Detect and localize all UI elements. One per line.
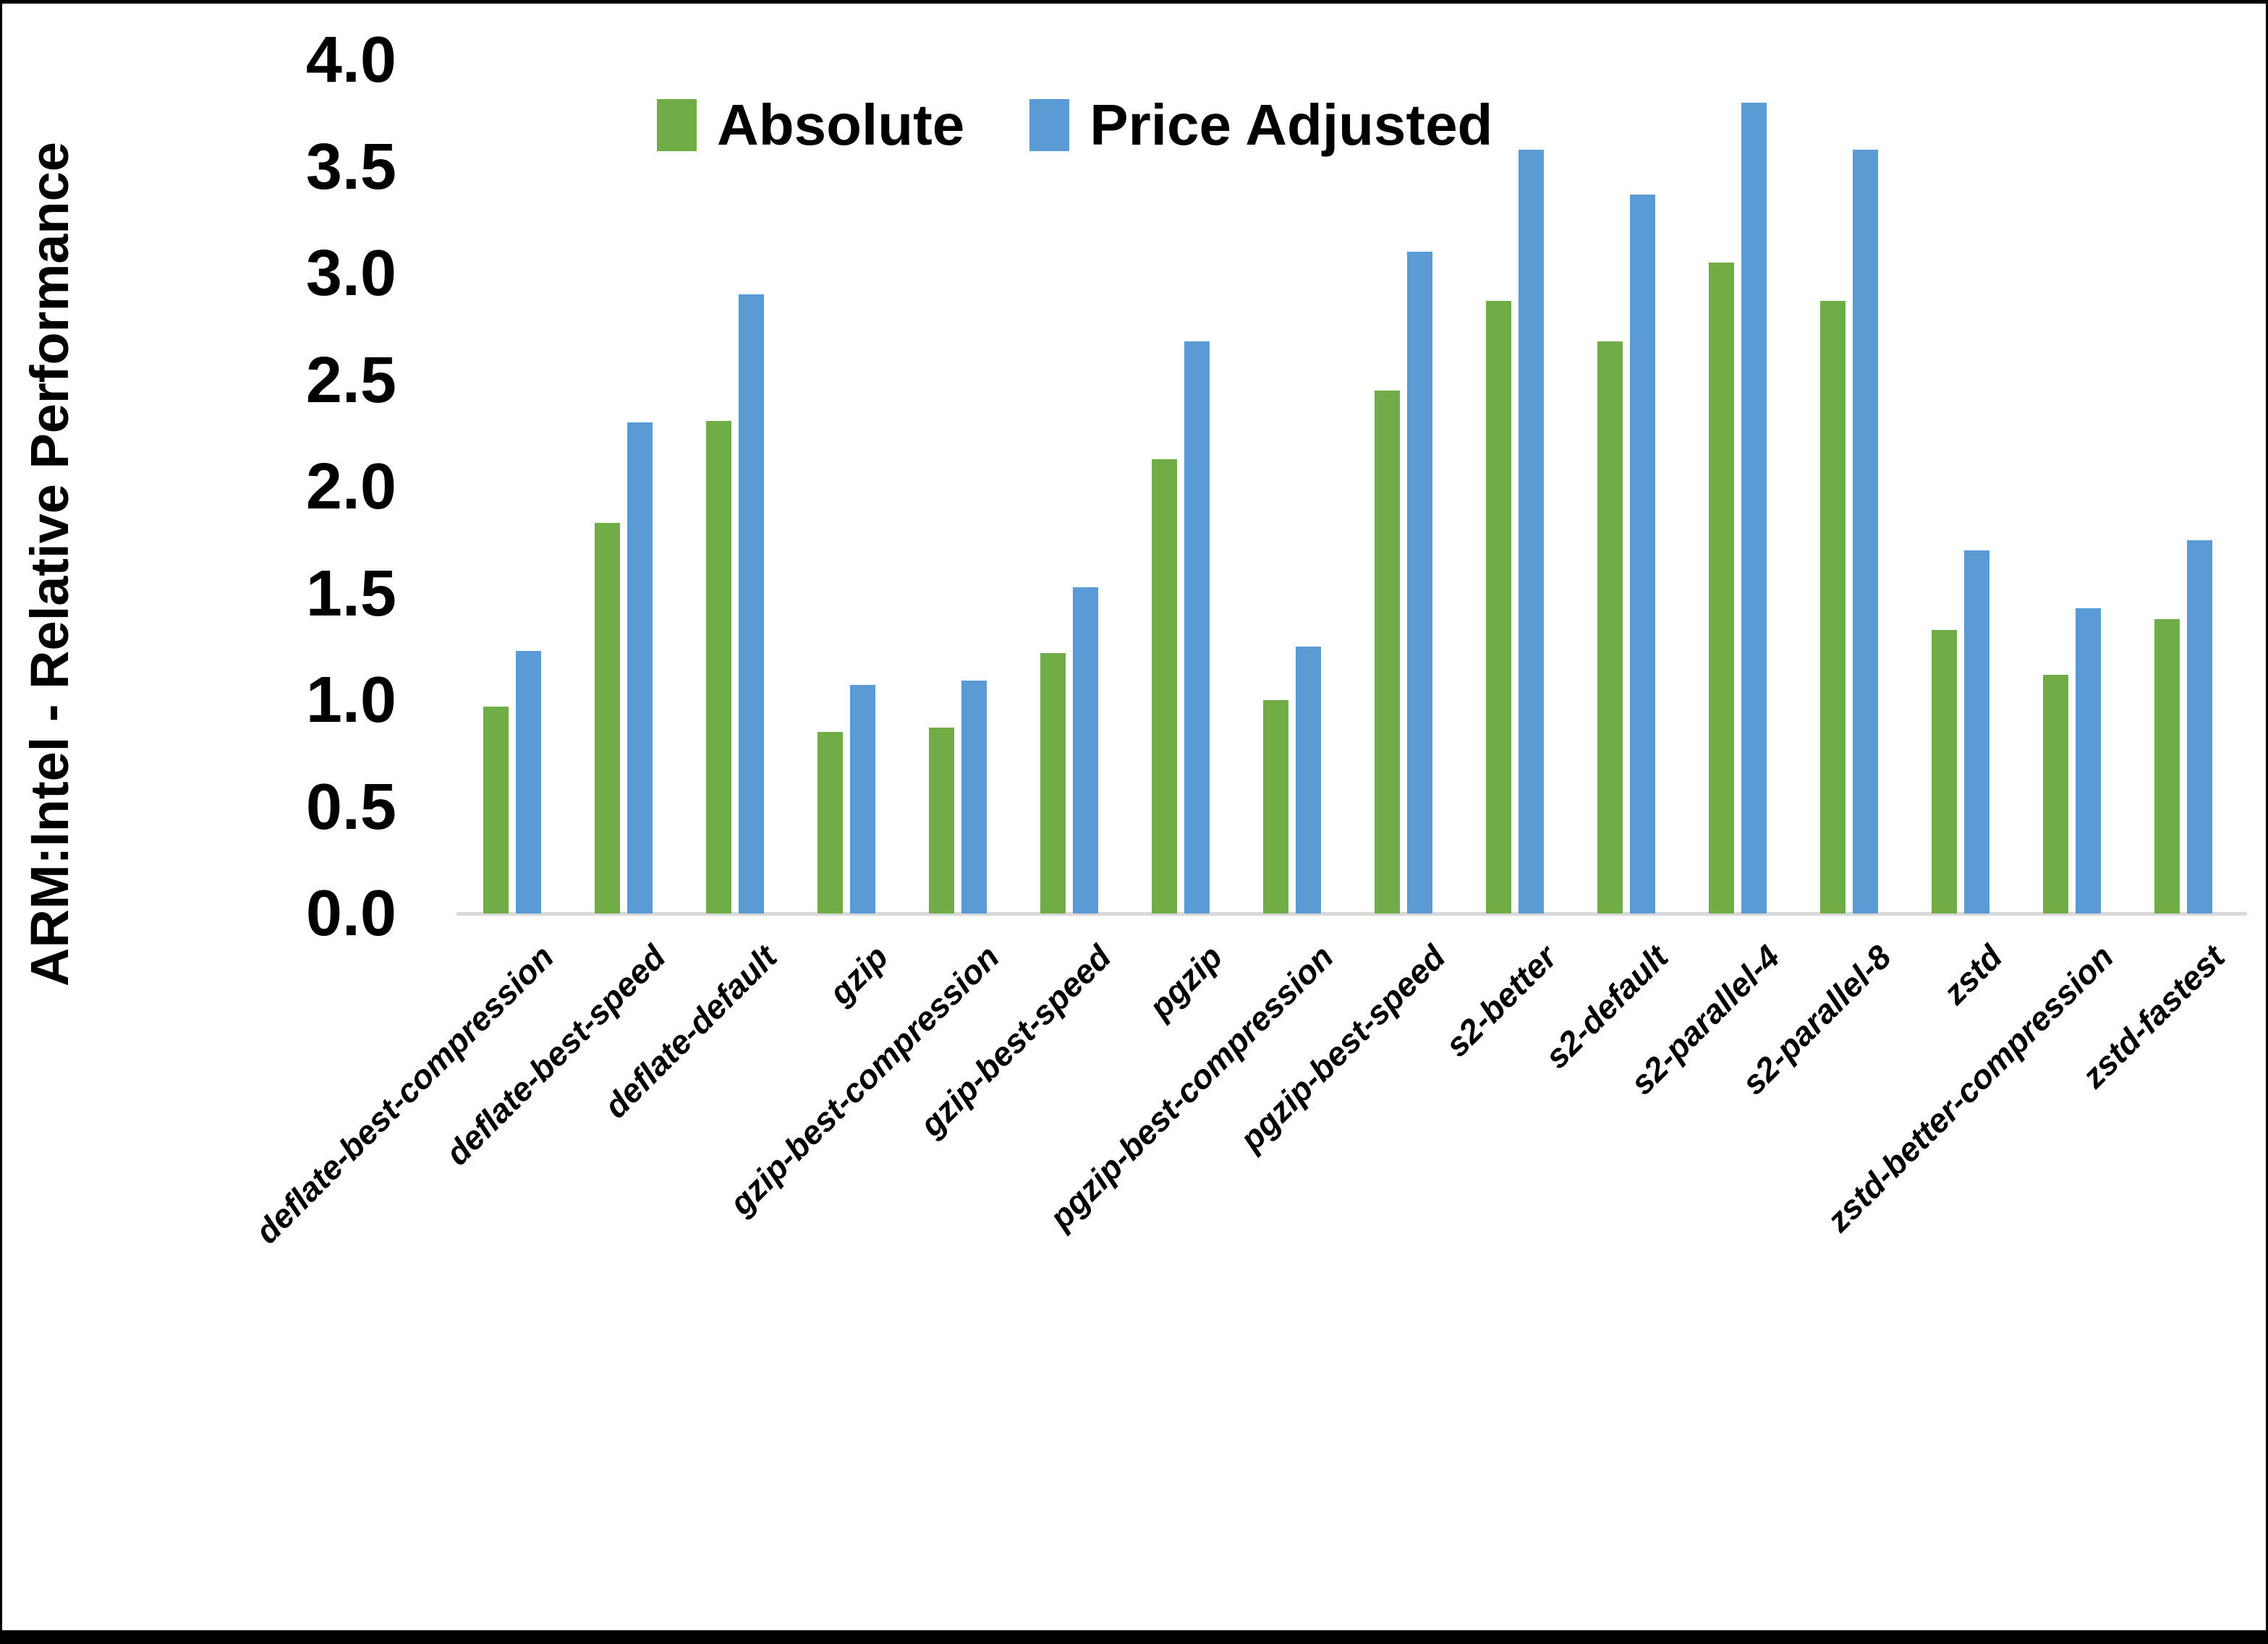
x-category-label: deflate-best-speed (438, 937, 673, 1172)
x-category-label: pgzip (1141, 937, 1230, 1026)
bar-price-adjusted (1519, 150, 1544, 913)
bar-price-adjusted (1964, 550, 1989, 913)
bar-price-adjusted (1630, 195, 1655, 913)
bar-absolute (483, 707, 509, 913)
y-tick-label: 2.5 (305, 344, 396, 417)
bar-absolute (817, 732, 843, 913)
legend-swatch-price-adjusted (1029, 99, 1070, 151)
y-tick-label: 4.0 (305, 24, 396, 96)
bar-price-adjusted (961, 681, 987, 913)
bar-price-adjusted (850, 685, 875, 913)
bar-price-adjusted (516, 651, 541, 913)
bar-price-adjusted (1184, 341, 1210, 913)
bar-absolute (1820, 301, 1846, 913)
bar-absolute (1263, 700, 1288, 913)
bar-absolute (2043, 675, 2068, 913)
legend-label-price-adjusted: Price Adjusted (1090, 93, 1493, 157)
bar-absolute (1486, 301, 1511, 913)
x-category-label: gzip (821, 937, 896, 1012)
y-tick-label: 1.0 (305, 664, 396, 736)
bar-absolute (929, 728, 954, 913)
bar-price-adjusted (1853, 150, 1878, 913)
y-tick-label: 3.0 (305, 237, 396, 310)
bar-absolute (1152, 459, 1177, 913)
legend-label-absolute: Absolute (717, 93, 965, 157)
x-category-label: pgzip-best-speed (1232, 937, 1453, 1158)
x-category-label: gzip-best-speed (912, 937, 1118, 1143)
bar-price-adjusted (2076, 608, 2101, 913)
bar-price-adjusted (1296, 647, 1321, 913)
bar-absolute (2154, 619, 2180, 913)
bar-absolute (1375, 391, 1400, 913)
bar-price-adjusted (1073, 587, 1098, 913)
x-axis-line (456, 912, 2247, 916)
bar-absolute (1040, 653, 1066, 913)
bar-price-adjusted (2187, 540, 2212, 913)
y-tick-label: 0.5 (305, 770, 396, 843)
bar-price-adjusted (739, 294, 764, 913)
bar-absolute (595, 523, 620, 913)
bar-absolute (1932, 630, 1957, 913)
bar-absolute (706, 421, 731, 913)
y-axis-title: ARM:Intel - Relative Performance (20, 142, 80, 987)
bar-absolute (1597, 341, 1623, 913)
legend-swatch-absolute (657, 99, 697, 151)
bar-absolute (1709, 263, 1734, 913)
y-tick-label: 3.5 (305, 130, 396, 203)
x-category-label: zstd (1935, 937, 2010, 1012)
legend-item-absolute: Absolute (657, 92, 964, 158)
y-tick-label: 1.5 (305, 557, 396, 630)
y-tick-label: 2.0 (305, 451, 396, 523)
y-tick-label: 0.0 (305, 877, 396, 950)
bar-price-adjusted (1407, 252, 1432, 913)
legend-item-price-adjusted: Price Adjusted (1029, 92, 1492, 158)
bar-price-adjusted (627, 422, 653, 913)
legend: Absolute Price Adjusted (657, 92, 1492, 158)
bar-price-adjusted (1741, 103, 1767, 913)
